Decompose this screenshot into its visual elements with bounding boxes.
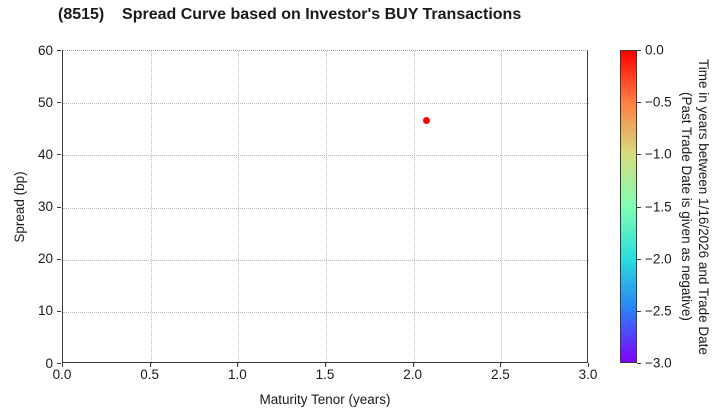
x-tick-label: 1.5: [315, 367, 335, 382]
colorbar-tick-label: −0.5: [645, 94, 672, 110]
colorbar-tick-mark: [637, 206, 641, 208]
colorbar-tick-mark: [637, 258, 641, 260]
x-tick-mark: [588, 363, 589, 367]
x-tick-mark: [325, 363, 326, 367]
y-tick-mark: [57, 206, 61, 208]
colorbar-tick-mark: [637, 102, 641, 104]
colorbar-label-line1: Time in years between 1/16/2026 and Trad…: [696, 58, 711, 355]
chart-title: (8515) Spread Curve based on Investor's …: [58, 6, 522, 23]
gridline-horizontal: [63, 207, 589, 209]
y-tick-mark: [57, 50, 61, 51]
x-tick-label: 0.0: [52, 367, 72, 382]
y-tick-label: 40: [37, 146, 53, 162]
gridline-horizontal: [63, 311, 589, 313]
colorbar-tick-label: −3.0: [645, 355, 672, 371]
x-tick-mark: [149, 363, 151, 367]
colorbar-label-line2: (Past Trade Date is given as negative): [679, 92, 694, 321]
y-tick-label: 50: [37, 94, 53, 110]
colorbar-tick-label: −2.5: [645, 303, 672, 319]
x-tick-label: 0.5: [140, 367, 160, 382]
y-tick-mark: [57, 154, 61, 156]
gridline-horizontal: [63, 259, 589, 261]
x-tick-label: 3.0: [578, 367, 598, 382]
colorbar-label: Time in years between 1/16/2026 and Trad…: [678, 50, 712, 363]
x-tick-mark: [62, 363, 63, 367]
x-tick-label: 2.0: [403, 367, 423, 382]
y-tick-mark: [57, 102, 61, 104]
colorbar-tick-label: −1.5: [645, 199, 672, 214]
x-tick-mark: [500, 363, 502, 367]
colorbar-tick-mark: [637, 50, 641, 51]
x-tick-label: 1.0: [227, 367, 247, 382]
y-tick-label: 20: [37, 251, 53, 267]
y-tick-label: 10: [37, 303, 53, 319]
y-tick-label: 30: [37, 199, 53, 214]
x-axis-label: Maturity Tenor (years): [259, 392, 391, 407]
y-tick-mark: [57, 363, 61, 364]
x-tick-mark: [412, 363, 414, 367]
colorbar-tick-mark: [637, 310, 641, 312]
colorbar-tick-label: 0.0: [645, 42, 664, 58]
y-tick-mark: [57, 310, 61, 312]
x-tick-label: 2.5: [490, 367, 510, 382]
gridline-horizontal: [63, 103, 589, 105]
gridline-horizontal: [63, 155, 589, 157]
scatter-point: [423, 116, 431, 124]
plot-area: [62, 50, 589, 364]
colorbar-gradient: [620, 50, 637, 363]
colorbar-tick-mark: [637, 363, 641, 364]
colorbar-tick-label: −1.0: [645, 146, 672, 162]
y-tick-mark: [57, 258, 61, 260]
x-tick-mark: [237, 363, 239, 367]
colorbar-tick-mark: [637, 154, 641, 156]
colorbar-tick-label: −2.0: [645, 251, 672, 267]
y-tick-label: 0: [45, 355, 53, 371]
y-tick-label: 60: [37, 42, 53, 58]
